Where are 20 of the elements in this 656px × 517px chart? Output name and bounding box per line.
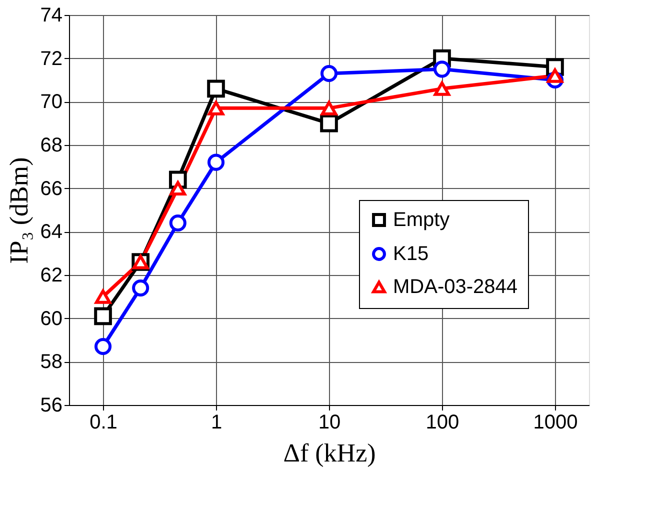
legend-label: MDA-03-2844 [393, 276, 518, 298]
y-tick-label: 70 [40, 91, 62, 114]
x-tick-label: 1000 [533, 412, 578, 434]
x-tick-label: 100 [426, 412, 460, 434]
legend-label: Empty [393, 209, 450, 231]
y-tick-label: 56 [40, 394, 62, 416]
x-tick-label: 1 [210, 412, 222, 434]
y-tick-label: 72 [40, 48, 62, 70]
x-tick-label: 0.1 [90, 412, 118, 434]
x-axis-title: Δf (kHz) [283, 438, 376, 468]
y-tick-label: 68 [40, 134, 62, 156]
x-tick-label: 10 [318, 412, 341, 434]
legend-label: K15 [393, 243, 429, 265]
y-axis-title: IP₃ (dBm) [4, 157, 34, 264]
y-tick-label: 66 [40, 178, 62, 200]
y-tick-label: 60 [40, 308, 62, 330]
y-tick-label: 58 [40, 351, 62, 374]
y-tick-label: 64 [40, 221, 62, 244]
y-tick-label: 74 [40, 4, 62, 26]
y-tick-label: 62 [40, 264, 62, 286]
